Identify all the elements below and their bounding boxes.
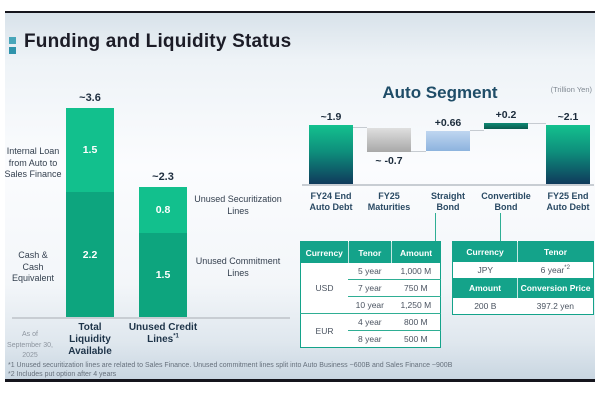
t1-header-tenor: Tenor bbox=[347, 241, 392, 263]
wf-connector bbox=[353, 127, 367, 128]
as-of-date: As of September 30, 2025 bbox=[0, 330, 60, 362]
title-bullet-icon bbox=[9, 37, 16, 44]
label-internal-loan: Internal Loan from Auto to Sales Finance bbox=[4, 146, 62, 180]
label-unused-commitment: Unused Commitment Lines bbox=[195, 256, 281, 278]
wf-cat-fy25-maturities: FY25 Maturities bbox=[367, 191, 411, 212]
t2-header-currency: Currency bbox=[452, 241, 518, 262]
t1-amount: 750 M bbox=[391, 279, 441, 297]
t2-tenor-value: 6 year*2 bbox=[518, 262, 594, 278]
footnote-ref-2: *2 bbox=[564, 265, 570, 272]
wf-bar-straight-bond bbox=[426, 131, 470, 151]
slide-top-border bbox=[5, 11, 595, 13]
wf-cat-fy24-end-auto-debt: FY24 End Auto Debt bbox=[309, 191, 353, 212]
slide-bottom-border bbox=[5, 379, 595, 382]
table-row: 7 year 750 M bbox=[301, 279, 441, 297]
as-of-line2: September 30, 2025 bbox=[7, 341, 53, 360]
wf-value-maturities: ~ -0.7 bbox=[375, 155, 403, 167]
t1-amount: 500 M bbox=[391, 330, 441, 348]
left-chart-baseline bbox=[12, 317, 290, 319]
bar1-total-label: ~3.6 bbox=[79, 92, 101, 104]
t2-header-conversion: Conversion Price bbox=[517, 278, 594, 298]
wf-value-fy25: ~2.1 bbox=[557, 111, 579, 123]
t2-conversion-value: 397.2 yen bbox=[536, 301, 574, 311]
t1-header-amount: Amount bbox=[391, 241, 441, 263]
t1-tenor: 5 year bbox=[358, 266, 382, 276]
table-row: USD 5 year 1,000 M bbox=[301, 263, 441, 293]
wf-bar-fy25-end-auto-debt bbox=[546, 125, 590, 184]
bar1-segment-internal-loan: 1.5 bbox=[66, 108, 114, 192]
wf-value-straight-bond: +0.66 bbox=[434, 117, 462, 129]
label-cash-equivalent: Cash & Cash Equivalent bbox=[11, 250, 55, 284]
table-row: JPY 6 year*2 bbox=[453, 262, 594, 278]
auto-segment-title: Auto Segment bbox=[382, 83, 498, 102]
table-row: Amount Conversion Price bbox=[452, 278, 594, 298]
wf-connector bbox=[470, 130, 484, 131]
bar1-bottom-value: 2.2 bbox=[82, 248, 98, 261]
page-title: Funding and Liquidity Status bbox=[24, 31, 292, 52]
bar2-total-label: ~2.3 bbox=[152, 171, 174, 183]
footnote-2: *2 Includes put option after 4 years bbox=[8, 371, 117, 378]
t1-tenor: 7 year bbox=[348, 279, 392, 297]
wf-bar-convertible-bond bbox=[484, 123, 528, 129]
wf-cat-fy25-end-auto-debt: FY25 End Auto Debt bbox=[546, 191, 590, 212]
bar2-segment-commitment: 1.5 bbox=[139, 233, 187, 317]
t1-amount: 1,250 M bbox=[391, 296, 441, 314]
bar2-segment-securitization: 0.8 bbox=[139, 187, 187, 233]
t2-tenor-text: 6 year bbox=[540, 265, 565, 275]
unit-note: (Trillion Yen) bbox=[550, 85, 592, 94]
wf-value-fy24: ~1.9 bbox=[320, 111, 342, 123]
as-of-line1: As of bbox=[22, 331, 38, 338]
title-bullet-icon bbox=[9, 47, 16, 54]
t1-tenor: 8 year bbox=[348, 330, 392, 348]
t1-header-currency: Currency bbox=[300, 241, 349, 263]
t1-amount: 1,000 M bbox=[400, 266, 432, 276]
bar1-axis-label: Total Liquidity Available bbox=[68, 322, 112, 357]
label-unused-securitization: Unused Securitization Lines bbox=[194, 194, 282, 216]
t1-currency-usd: USD bbox=[315, 283, 334, 293]
t2-header-amount: Amount bbox=[452, 278, 518, 298]
t2-header-tenor: Tenor bbox=[517, 241, 594, 262]
bar2-axis-label-text: Unused Credit Lines bbox=[128, 322, 198, 345]
leader-line-convertible-bond bbox=[500, 213, 501, 241]
table-row: Currency Tenor bbox=[452, 241, 594, 262]
wf-bar-fy24-end-auto-debt bbox=[309, 125, 353, 184]
wf-bar-fy25-maturities bbox=[367, 128, 411, 152]
t1-tenor: 4 year bbox=[348, 313, 392, 331]
footnote-1: *1 Unused securitization lines are relat… bbox=[8, 362, 453, 369]
table-row: 8 year 500 M bbox=[301, 330, 441, 348]
t1-currency-eur: EUR bbox=[300, 313, 349, 348]
wf-connector bbox=[411, 151, 426, 152]
wf-connector bbox=[528, 123, 546, 124]
t1-amount: 800 M bbox=[391, 313, 441, 331]
footnote-ref-1: *1 bbox=[173, 333, 179, 340]
t1-tenor: 10 year bbox=[348, 296, 392, 314]
bar1-top-value: 1.5 bbox=[82, 144, 98, 156]
straight-bond-table: Currency Tenor Amount USD 5 year 1,000 M… bbox=[300, 241, 441, 348]
wf-cat-convertible-bond: Convertible Bond bbox=[481, 191, 531, 212]
convertible-bond-table: Currency Tenor JPY 6 year*2 Amount Conve… bbox=[452, 241, 594, 315]
waterfall-baseline bbox=[302, 184, 594, 186]
table-row: EUR 4 year 800 M bbox=[300, 313, 441, 348]
t2-currency-value: JPY bbox=[477, 265, 494, 275]
wf-cat-straight-bond: Straight Bond bbox=[430, 191, 465, 212]
bar1-segment-cash: 2.2 bbox=[66, 192, 114, 317]
bar2-bottom-value: 1.5 bbox=[155, 269, 171, 281]
table-row: 10 year 1,250 M bbox=[301, 296, 441, 314]
bar2-axis-label: Unused Credit Lines*1 bbox=[124, 322, 202, 346]
t2-amount-value: 200 B bbox=[474, 301, 497, 311]
table-row: 200 B 397.2 yen bbox=[453, 298, 594, 315]
bar2-top-value: 0.8 bbox=[155, 204, 171, 216]
wf-value-convertible-bond: +0.2 bbox=[495, 109, 517, 121]
leader-line-straight-bond bbox=[435, 213, 436, 241]
